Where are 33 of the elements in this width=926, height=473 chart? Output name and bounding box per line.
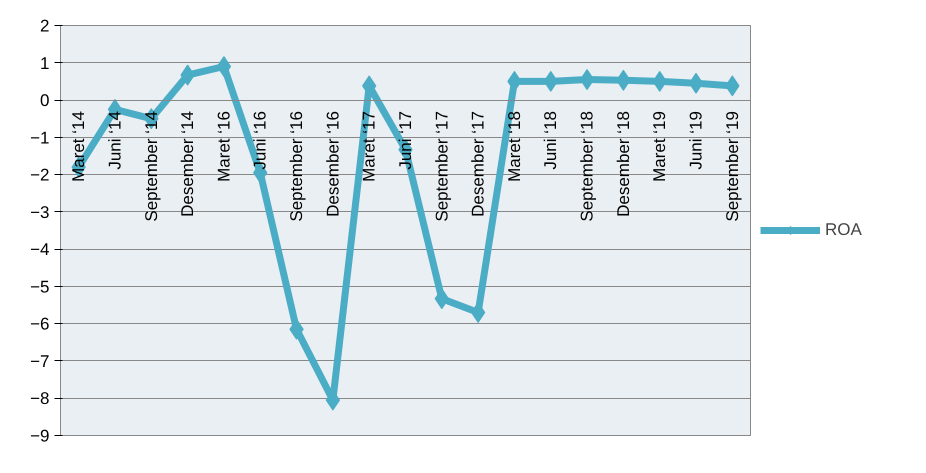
x-tick-label: Desember ‘16 [323, 111, 342, 217]
y-tick-label: −7 [30, 352, 50, 371]
y-tick-label: −5 [30, 277, 50, 296]
point [216, 56, 232, 77]
x-tick-label: Maret ‘19 [650, 111, 670, 182]
y-tick-label: −8 [30, 389, 50, 408]
y-tick-label: −1 [30, 128, 50, 148]
x-tick-label: September ‘19 [722, 111, 742, 222]
y-tick-label: −3 [30, 202, 50, 222]
x-tick-label: September ‘14 [142, 111, 161, 222]
x-tick-label: Juni ‘18 [541, 111, 560, 170]
y-tick-label: −4 [30, 240, 50, 260]
x-tick-label: Desember ‘14 [178, 111, 198, 217]
x-tick-label: September ‘17 [432, 111, 452, 222]
y-tick-label: −2 [30, 166, 50, 185]
legend-label: ROA [825, 220, 862, 240]
x-tick-label: Desember ‘17 [468, 111, 488, 217]
x-tick-label: Maret ‘18 [504, 111, 524, 182]
x-tick-label: Juni ‘19 [686, 111, 706, 170]
x-tick-label: Desember ‘18 [614, 111, 633, 217]
y-tick-label: −6 [30, 314, 50, 334]
x-tick-label: Juni ‘17 [396, 111, 415, 170]
x-tick-label: Juni ‘14 [105, 111, 124, 170]
y-tick-label: 0 [40, 91, 50, 110]
x-tick-label: September ‘18 [578, 111, 597, 222]
y-tick-label: −9 [30, 426, 50, 446]
x-tick-label: September ‘16 [287, 111, 306, 222]
y-tick-label: 1 [40, 54, 50, 73]
x-tick-label: Maret ‘16 [214, 111, 234, 182]
x-tick-label: Maret ‘17 [360, 111, 379, 182]
x-tick-label: Maret ‘14 [69, 111, 88, 182]
x-tick-label: Juni ‘16 [250, 111, 270, 170]
y-tick-label: 2 [40, 16, 50, 36]
